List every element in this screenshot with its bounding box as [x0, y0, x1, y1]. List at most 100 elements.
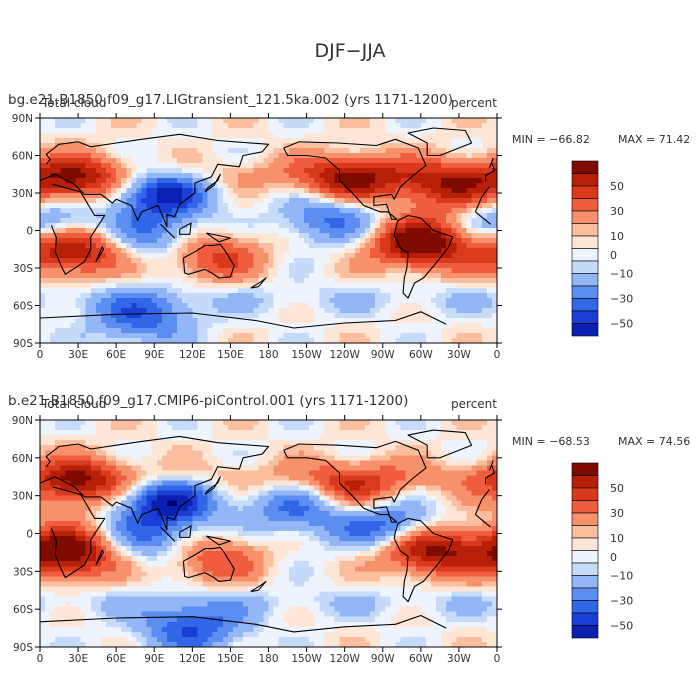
field-cell — [314, 218, 320, 224]
field-cell — [354, 308, 361, 314]
field-cell — [319, 440, 325, 446]
field-cell — [446, 253, 452, 259]
field-cell — [232, 460, 239, 466]
field-cell — [446, 218, 452, 224]
field-cell — [491, 198, 498, 204]
field-cell — [131, 158, 137, 164]
field-cell — [314, 143, 320, 149]
field-cell — [329, 460, 335, 466]
field-cell — [476, 440, 483, 446]
field-cell — [390, 435, 396, 441]
field-cell — [410, 208, 417, 214]
field-cell — [364, 223, 371, 229]
field-cell — [222, 298, 229, 304]
field-cell — [253, 198, 259, 204]
field-cell — [288, 238, 295, 244]
field-cell — [90, 430, 97, 436]
field-cell — [50, 228, 56, 234]
field-cell — [121, 338, 127, 344]
field-cell — [415, 183, 422, 189]
field-cell — [172, 450, 178, 456]
field-cell — [405, 238, 412, 244]
field-cell — [329, 338, 335, 344]
field-cell — [380, 430, 386, 436]
field-cell — [283, 258, 290, 264]
field-cell — [192, 465, 198, 471]
field-cell — [304, 440, 310, 446]
field-cell — [273, 328, 280, 334]
field-cell — [70, 308, 76, 314]
field-cell — [410, 188, 417, 194]
field-cell — [314, 333, 320, 339]
field-cell — [182, 188, 188, 194]
field-cell — [100, 128, 107, 134]
field-cell — [420, 435, 427, 441]
field-cell — [334, 328, 340, 334]
field-cell — [375, 118, 381, 124]
field-cell — [40, 178, 46, 184]
field-cell — [146, 268, 153, 274]
field-cell — [172, 143, 178, 149]
field-cell — [334, 440, 340, 446]
field-cell — [50, 278, 56, 284]
field-cell — [476, 138, 483, 144]
field-cell — [217, 238, 224, 244]
field-cell — [415, 445, 422, 451]
field-cell — [151, 133, 158, 139]
field-cell — [197, 148, 203, 154]
field-cell — [131, 118, 137, 124]
field-cell — [75, 278, 82, 284]
field-cell — [441, 138, 447, 144]
field-cell — [339, 208, 346, 214]
field-cell — [116, 203, 122, 209]
field-cell — [182, 148, 188, 154]
field-cell — [90, 303, 97, 309]
field-cell — [395, 263, 401, 269]
field-cell — [436, 328, 442, 334]
field-cell — [364, 193, 371, 199]
field-cell — [314, 233, 320, 239]
field-cell — [415, 203, 422, 209]
field-cell — [161, 123, 168, 129]
field-cell — [243, 263, 249, 269]
field-cell — [156, 243, 163, 249]
field-cell — [172, 420, 178, 426]
field-cell — [410, 440, 417, 446]
field-cell — [227, 188, 234, 194]
field-cell — [80, 253, 87, 259]
field-cell — [268, 318, 274, 324]
field-cell — [65, 183, 71, 189]
field-cell — [273, 460, 280, 466]
field-cell — [70, 178, 76, 184]
field-cell — [380, 173, 386, 179]
field-cell — [263, 425, 269, 431]
field-cell — [141, 323, 148, 329]
field-cell — [182, 218, 188, 224]
field-cell — [202, 123, 208, 129]
field-cell — [60, 248, 66, 254]
field-cell — [400, 138, 406, 144]
field-cell — [436, 213, 442, 219]
field-cell — [192, 268, 198, 274]
field-cell — [385, 178, 391, 184]
field-cell — [172, 223, 178, 229]
field-cell — [491, 425, 498, 431]
field-cell — [50, 338, 56, 344]
field-cell — [126, 223, 132, 229]
field-cell — [446, 303, 452, 309]
field-cell — [40, 168, 46, 174]
field-cell — [131, 228, 137, 234]
field-cell — [395, 198, 401, 204]
field-cell — [466, 218, 473, 224]
field-cell — [481, 203, 488, 209]
field-cell — [222, 308, 229, 314]
field-cell — [471, 223, 478, 229]
field-cell — [212, 460, 219, 466]
field-cell — [45, 323, 51, 329]
field-cell — [288, 283, 295, 289]
field-cell — [227, 338, 234, 344]
field-cell — [441, 430, 447, 436]
field-cell — [238, 420, 244, 426]
field-cell — [100, 430, 107, 436]
field-cell — [187, 208, 193, 214]
